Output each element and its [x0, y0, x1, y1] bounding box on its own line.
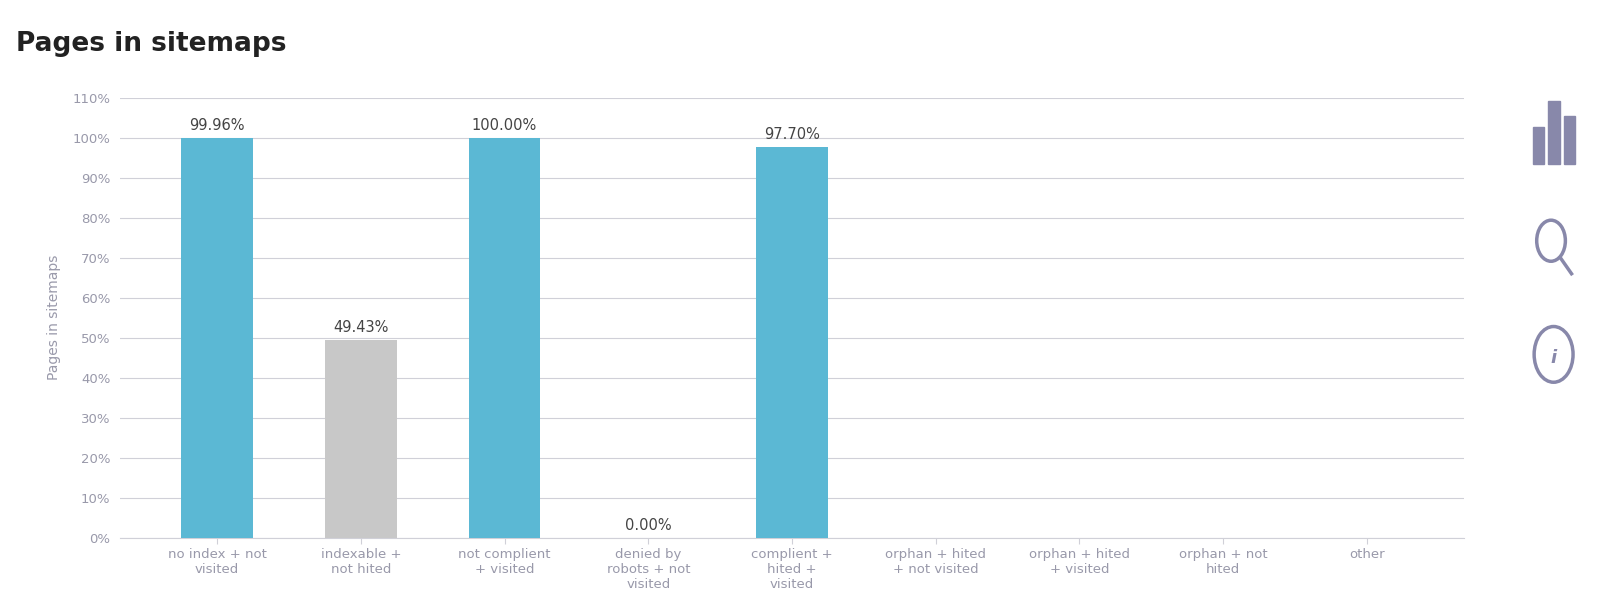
Bar	[1533, 127, 1544, 164]
Text: 100.00%: 100.00%	[472, 118, 538, 133]
Y-axis label: Pages in sitemaps: Pages in sitemaps	[46, 255, 61, 381]
Text: 99.96%: 99.96%	[189, 118, 245, 133]
Text: 97.70%: 97.70%	[765, 127, 819, 142]
Bar	[469, 137, 541, 538]
Bar	[1563, 116, 1574, 164]
Text: 49.43%: 49.43%	[333, 320, 389, 335]
Bar	[181, 138, 253, 538]
Text: Pages in sitemaps: Pages in sitemaps	[16, 31, 286, 57]
Bar	[757, 147, 827, 538]
Text: i: i	[1550, 349, 1557, 367]
Text: 0.00%: 0.00%	[626, 518, 672, 533]
Bar	[1549, 101, 1560, 164]
Bar	[325, 340, 397, 538]
